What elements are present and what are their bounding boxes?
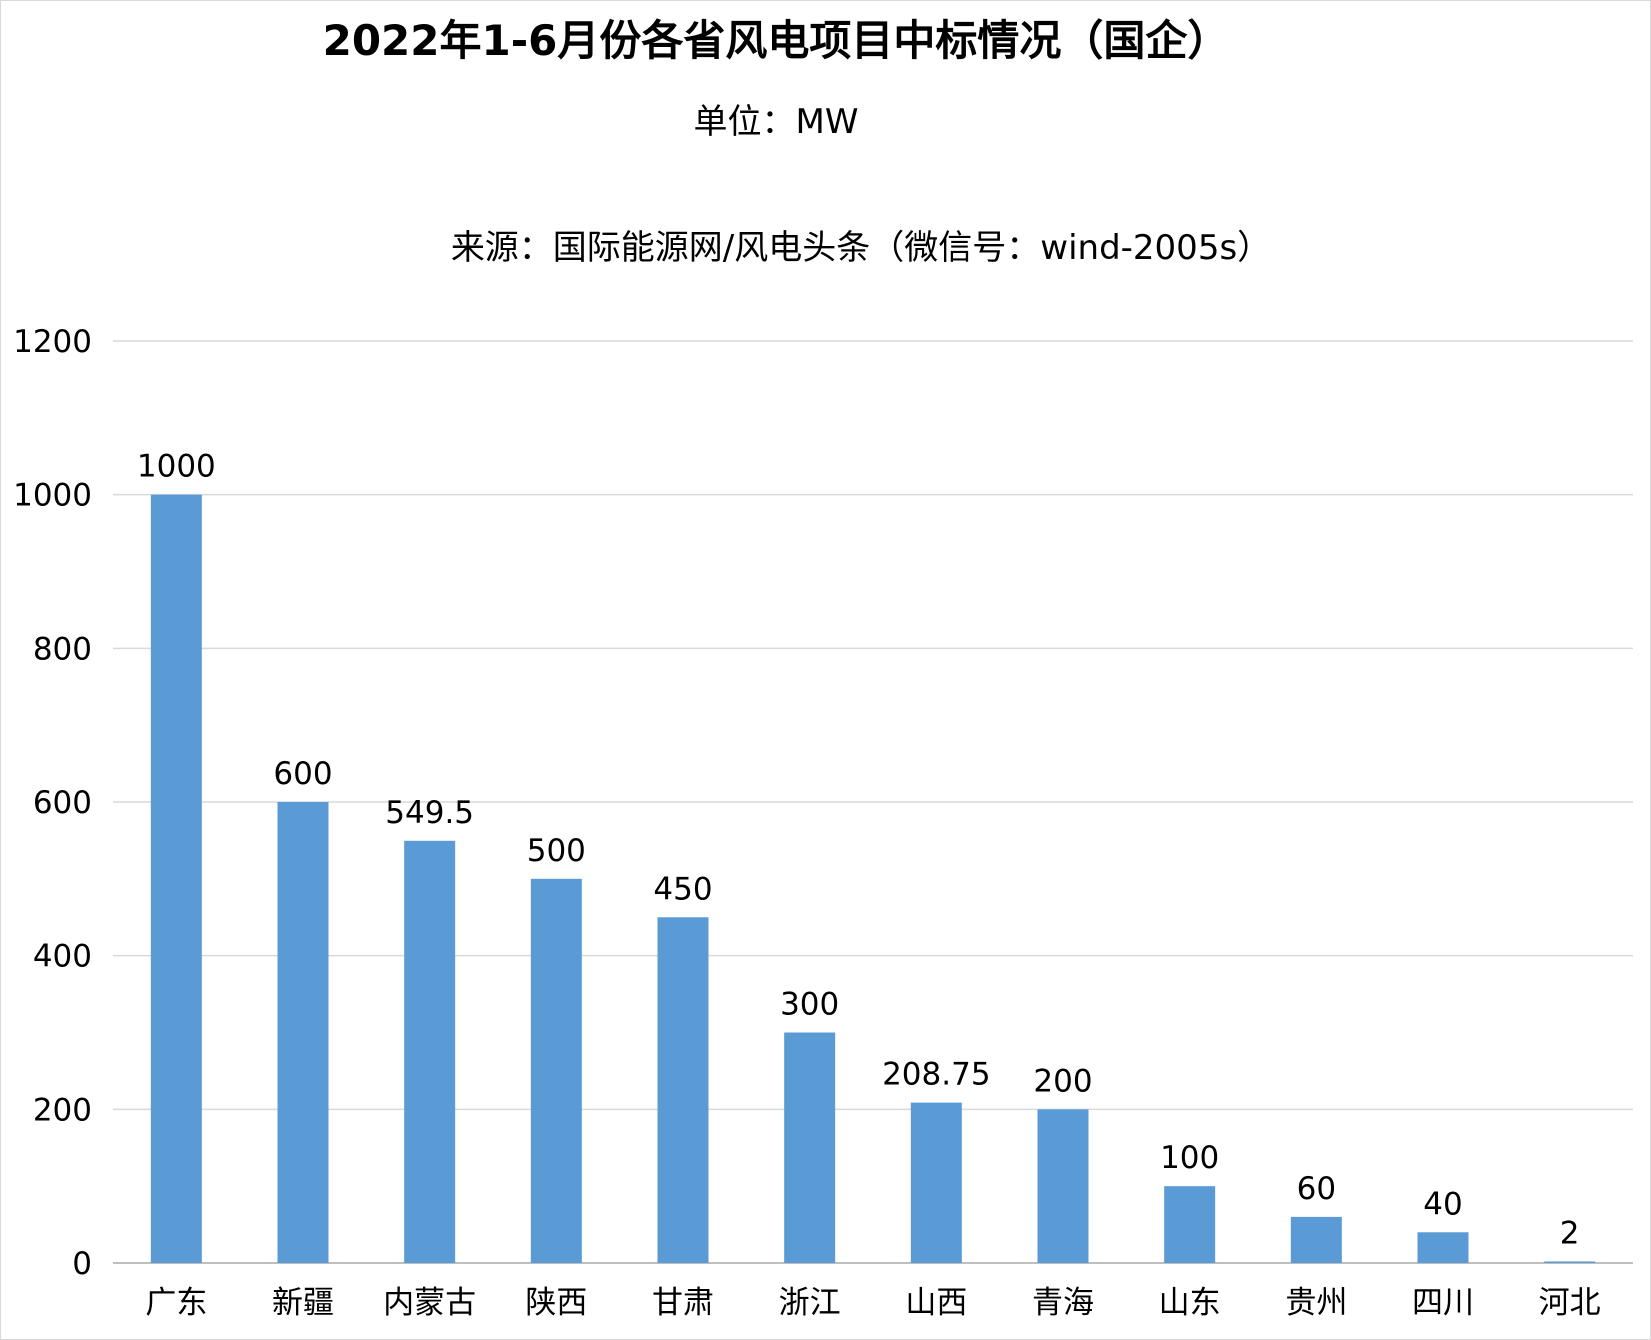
chart-source-note: 来源：国际能源网/风电头条（微信号：wind-2005s）	[451, 228, 1271, 268]
y-tick-label: 1200	[13, 324, 92, 360]
y-tick-label: 600	[33, 785, 92, 821]
category-label: 内蒙古	[383, 1285, 476, 1321]
category-label: 贵州	[1285, 1285, 1347, 1321]
bar	[1164, 1186, 1216, 1263]
data-label: 300	[780, 987, 839, 1023]
category-label: 山西	[905, 1285, 967, 1321]
data-label: 208.75	[882, 1057, 990, 1093]
gridlines	[113, 340, 1633, 1111]
y-tick-label: 200	[33, 1092, 92, 1128]
category-label: 山东	[1159, 1285, 1221, 1321]
bar	[1544, 1261, 1596, 1263]
category-label: 陕西	[525, 1285, 587, 1321]
category-label: 浙江	[779, 1285, 841, 1321]
data-label: 60	[1297, 1171, 1336, 1207]
bar	[657, 917, 709, 1263]
y-tick-label: 400	[33, 939, 92, 975]
bar	[1037, 1109, 1089, 1263]
bar	[784, 1032, 836, 1263]
bar	[150, 494, 202, 1264]
bar	[910, 1102, 962, 1263]
data-label: 600	[273, 756, 332, 792]
data-label: 100	[1160, 1140, 1219, 1176]
category-label: 青海	[1032, 1285, 1094, 1321]
category-label: 四川	[1412, 1285, 1474, 1321]
data-label: 1000	[137, 449, 216, 485]
data-label: 450	[653, 871, 712, 907]
category-label: 甘肃	[652, 1285, 714, 1321]
data-label: 200	[1033, 1063, 1092, 1099]
data-label: 40	[1423, 1186, 1462, 1222]
bar	[530, 878, 582, 1263]
data-label: 2	[1560, 1215, 1580, 1251]
bar	[404, 840, 456, 1263]
data-label: 500	[527, 833, 586, 869]
y-tick-label: 800	[33, 631, 92, 667]
category-label: 河北	[1539, 1285, 1601, 1321]
bar	[1417, 1232, 1469, 1263]
y-tick-label: 0	[72, 1246, 92, 1282]
chart-title: 2022年1-6月份各省风电项目中标情况（国企）	[323, 16, 1230, 65]
y-tick-label: 1000	[13, 478, 92, 514]
bar	[1290, 1216, 1342, 1263]
category-label: 广东	[145, 1285, 207, 1321]
bar	[277, 802, 329, 1263]
category-label: 新疆	[272, 1285, 334, 1321]
bars	[150, 494, 1596, 1264]
chart-subtitle: 单位：MW	[694, 102, 859, 142]
labels: 0 200 400 600 800 1000 1200 1000 广东 600 新疆 549.5 内蒙古…	[13, 324, 1601, 1321]
data-label: 549.5	[385, 795, 474, 831]
